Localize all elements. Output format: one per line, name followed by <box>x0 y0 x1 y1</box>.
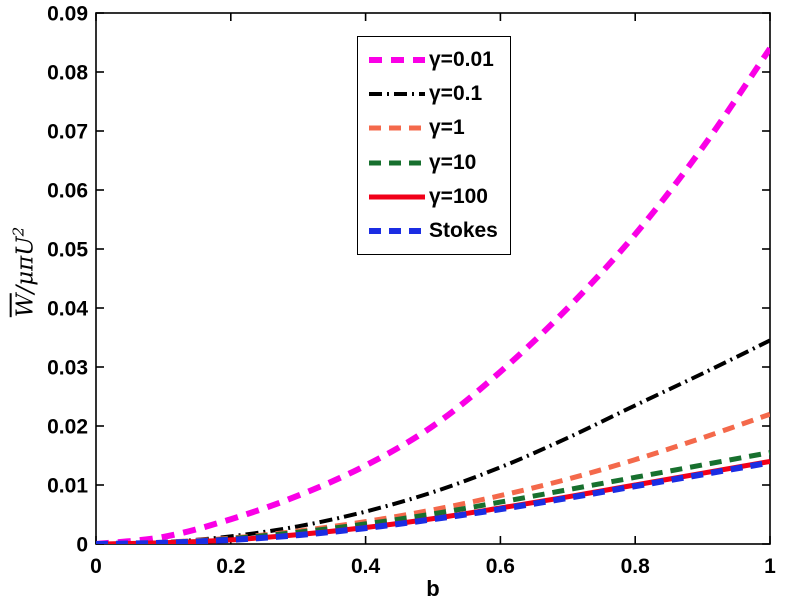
y-tick-label: 0.08 <box>47 62 88 85</box>
x-axis-label: b <box>426 576 440 601</box>
legend-line-sample <box>369 227 425 234</box>
legend-line-sample <box>369 92 425 97</box>
ylabel-denominator: μπU <box>12 236 39 286</box>
series-gamma-0.01 <box>96 46 770 544</box>
series-gamma-1 <box>96 411 770 544</box>
legend-item-gamma-10: γ=10 <box>368 148 510 178</box>
series-stokes <box>96 459 770 544</box>
legend-line-sample <box>369 57 425 64</box>
legend-item-gamma-100: γ=100 <box>368 182 510 212</box>
x-tick-label: 1 <box>764 555 776 578</box>
y-tick-label: 0.05 <box>47 239 88 262</box>
legend-line-sample <box>369 160 425 166</box>
y-tick-label: 0 <box>76 534 88 557</box>
y-tick-label: 0.02 <box>47 416 88 439</box>
legend-line-sample <box>369 194 425 200</box>
y-axis-label: W/μπU2 <box>9 226 39 318</box>
legend-item-stokes: Stokes <box>368 216 510 246</box>
ylabel-exponent: 2 <box>9 226 28 237</box>
legend-line-sample <box>369 125 425 131</box>
series-gamma-0.1 <box>96 338 770 544</box>
y-tick-label: 0.03 <box>47 357 88 380</box>
y-tick-label: 0.07 <box>47 121 88 144</box>
legend-label: γ=100 <box>429 184 488 208</box>
ylabel-divider: / <box>12 285 39 294</box>
legend-label: γ=10 <box>429 150 477 174</box>
y-tick-label: 0.06 <box>47 180 88 203</box>
axes-box <box>95 12 771 545</box>
x-tick-label: 0.2 <box>216 555 245 578</box>
legend-item-gamma-0.1: γ=0.1 <box>368 79 510 109</box>
legend-label: γ=1 <box>429 116 465 140</box>
legend-label: Stokes <box>429 218 498 242</box>
x-tick-label: 0 <box>90 555 102 578</box>
legend-label: γ=0.01 <box>429 48 494 72</box>
series-gamma-10 <box>96 450 770 544</box>
y-tick-label: 0.01 <box>47 475 88 498</box>
x-tick-label: 0.8 <box>621 555 651 578</box>
x-tick-label: 0.4 <box>351 555 381 578</box>
y-tick-label: 0.04 <box>47 298 88 321</box>
series-group <box>96 46 770 544</box>
x-tick-label: 0.6 <box>486 555 515 578</box>
series-gamma-100 <box>96 458 770 544</box>
y-tick-label: 0.09 <box>47 3 88 26</box>
legend-label: γ=0.1 <box>429 82 483 106</box>
legend-item-gamma-1: γ=1 <box>368 113 510 143</box>
ylabel-numerator: W <box>9 293 39 318</box>
legend-item-gamma-0.01: γ=0.01 <box>368 45 510 75</box>
legend: γ=0.01 γ=0.1 γ=1 γ=10 γ=100 Stokes <box>357 36 511 255</box>
